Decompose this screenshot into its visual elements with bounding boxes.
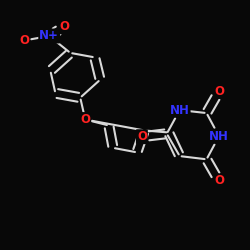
Text: NH: NH	[170, 104, 190, 117]
Text: N+: N+	[39, 30, 59, 43]
Text: O: O	[59, 20, 69, 33]
Text: O: O	[137, 130, 147, 143]
Text: O: O	[80, 113, 90, 126]
Text: O: O	[19, 34, 29, 47]
Text: O: O	[214, 174, 224, 188]
Text: O: O	[214, 85, 224, 98]
Text: NH: NH	[209, 130, 229, 143]
